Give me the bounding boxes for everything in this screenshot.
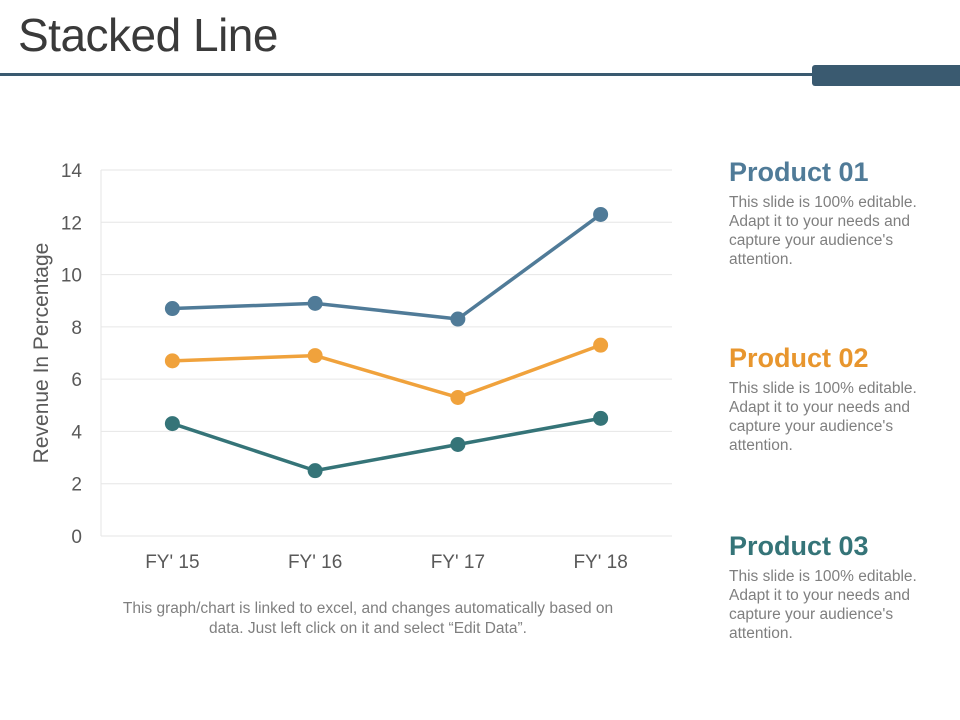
chart-note: This graph/chart is linked to excel, and… [122, 600, 614, 637]
series-1-point [450, 311, 466, 327]
series-2-point [593, 337, 609, 353]
product-01-description: This slide is 100% editable. Adapt it to… [729, 194, 917, 268]
product-03-description: This slide is 100% editable. Adapt it to… [729, 568, 917, 642]
y-axis-label: Revenue In Percentage [30, 243, 53, 464]
product-03-block: Product 03 This slide is 100% editable. … [729, 531, 949, 643]
product-02-description: This slide is 100% editable. Adapt it to… [729, 380, 917, 454]
y-tick-label: 14 [61, 161, 83, 182]
line-chart: 0 2 4 6 8 10 12 14 FY' 15 FY' 16 FY' 17 FY' 18 Reven… [30, 161, 672, 573]
series-1-line [172, 213, 602, 321]
series-2-point [450, 389, 466, 405]
y-tick-label: 12 [61, 213, 82, 234]
title-rule [0, 73, 820, 76]
series-1-point [593, 206, 609, 222]
series-1-point [307, 295, 323, 311]
series-2-line [172, 343, 602, 400]
y-tick-label: 4 [71, 422, 82, 443]
x-tick-label: FY' 17 [431, 552, 485, 573]
series-3-point [164, 416, 180, 432]
y-tick-label: 6 [71, 370, 82, 391]
x-tick-label: FY' 18 [573, 552, 627, 573]
series-3-point [307, 463, 323, 479]
y-tick-label: 8 [71, 318, 82, 339]
product-01-title: Product 01 [729, 157, 869, 187]
page-title: Stacked Line [18, 9, 278, 61]
series-1-point [164, 301, 180, 317]
series-3-line [171, 416, 601, 473]
product-02-title: Product 02 [729, 343, 869, 373]
series-3-point [450, 437, 466, 452]
series-2-point [164, 353, 180, 369]
x-tick-label: FY' 16 [288, 552, 342, 573]
x-tick-label: FY' 15 [145, 552, 199, 573]
product-03-title: Product 03 [729, 531, 869, 561]
series-2-point [307, 348, 323, 364]
product-02-block: Product 02 This slide is 100% editable. … [729, 343, 949, 455]
title-accent-bar [812, 65, 960, 86]
y-tick-label: 10 [61, 266, 82, 287]
y-tick-label: 0 [71, 527, 82, 548]
product-01-block: Product 01 This slide is 100% editable. … [729, 157, 949, 269]
series-3-point [593, 410, 609, 426]
y-tick-label: 2 [71, 475, 82, 496]
